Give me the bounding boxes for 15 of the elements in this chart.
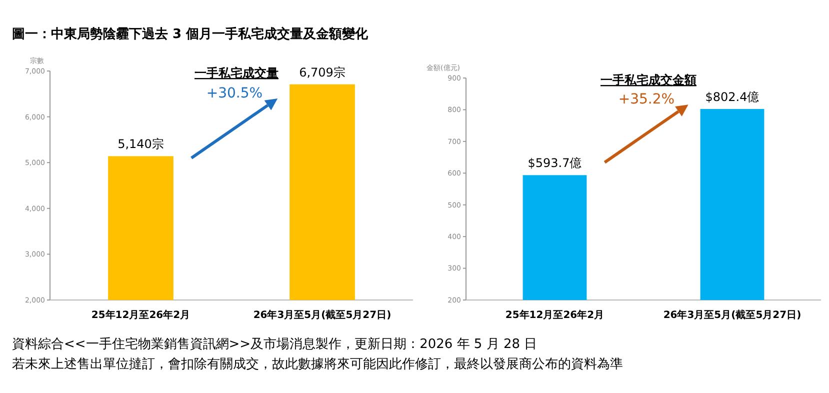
data-label: $802.4億: [705, 90, 760, 104]
data-label: 5,140宗: [118, 137, 164, 152]
x-tick-label: 26年3月至5月(截至5月27日): [663, 309, 802, 321]
text: 若未來上述售出單位撻訂，會扣除有關成交，故此數據將來可能因此作修訂，最終以發展商公布的資料為準: [12, 356, 623, 372]
annotation: +35.2%: [618, 92, 675, 108]
chart-title: 一手私宅成交量: [194, 66, 278, 80]
text: 圖一：中東局勢陰霾下過去 3 個月一手私宅成交量及金額變化: [12, 26, 370, 42]
data-label: 6,709宗: [299, 65, 346, 80]
data-label: $593.7億: [528, 156, 582, 170]
x-tick-label: 25年12月至26年2月: [505, 309, 604, 321]
text: 資料綜合<<一手住宅物業銷售資訊網>>及市場消息製作，更新日期：2026 年 5 月 28 日: [12, 336, 538, 352]
chart-title: 一手私宅成交金額: [600, 73, 696, 87]
x-tick-label: 25年12月至26年2月: [91, 309, 190, 321]
x-tick-label: 26年3月至5月(截至5月27日): [253, 309, 392, 321]
annotation: +30.5%: [206, 85, 263, 102]
